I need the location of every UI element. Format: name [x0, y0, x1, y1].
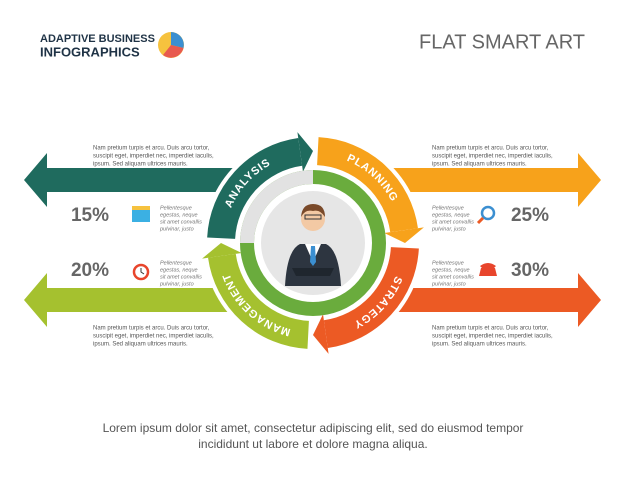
description-line: ipsum. Sed aliquam ultrices mauris.	[93, 342, 188, 348]
arrow	[306, 153, 601, 207]
person-arms	[292, 268, 334, 276]
arrow	[306, 273, 601, 327]
note-line: egestas, neque	[160, 212, 198, 218]
note-line: Pellentesque	[432, 260, 464, 266]
ring-arrowhead	[384, 227, 424, 243]
description-line: suscipit eget, imperdiet nec, imperdiet …	[93, 154, 214, 160]
percent: 15%	[71, 205, 109, 226]
description-line: suscipit eget, imperdiet nec, imperdiet …	[432, 334, 553, 340]
description-line: Nam pretium turpis et arcu. Duis arcu to…	[93, 146, 210, 152]
description-line: Nam pretium turpis et arcu. Duis arcu to…	[93, 326, 210, 332]
icon-phone	[479, 263, 497, 276]
brand-line: ADAPTIVE BUSINESS	[40, 33, 155, 45]
person-glasses	[304, 214, 322, 220]
percent: 25%	[511, 205, 549, 226]
icon-calendar	[132, 209, 150, 222]
note-line: sit amet convallis	[160, 219, 202, 225]
ring-arrowhead	[202, 243, 242, 259]
description-line: ipsum. Sed aliquam ultrices mauris.	[432, 342, 527, 348]
note-line: egestas, neque	[160, 267, 198, 273]
icon-magnifier	[480, 205, 496, 221]
description-line: Nam pretium turpis et arcu. Duis arcu to…	[432, 146, 549, 152]
note-line: pulvinar, justo	[431, 281, 466, 287]
description-line: ipsum. Sed aliquam ultrices mauris.	[432, 162, 527, 168]
ring-segment	[316, 137, 418, 233]
note-line: pulvinar, justo	[431, 226, 466, 232]
percent: 20%	[71, 260, 109, 281]
ring-segment	[323, 246, 419, 348]
icon-magnifier-handle	[476, 216, 485, 225]
arrow	[24, 153, 320, 207]
brand-line: INFOGRAPHICS	[40, 44, 140, 59]
note-line: egestas, neque	[432, 267, 470, 273]
ring-segment	[208, 253, 310, 349]
description-line: ipsum. Sed aliquam ultrices mauris.	[93, 162, 188, 168]
description-line: Nam pretium turpis et arcu. Duis arcu to…	[432, 326, 549, 332]
icon-clock-hands	[140, 268, 145, 275]
note-line: Pellentesque	[160, 205, 192, 211]
description-line: suscipit eget, imperdiet nec, imperdiet …	[93, 334, 214, 340]
brand-icon	[158, 32, 184, 58]
percent: 30%	[511, 260, 549, 281]
person-tie	[310, 246, 316, 266]
note-line: egestas, neque	[432, 212, 470, 218]
note-line: pulvinar, justo	[159, 226, 194, 232]
footer-line: Lorem ipsum dolor sit amet, consectetur …	[103, 421, 524, 435]
description-line: suscipit eget, imperdiet nec, imperdiet …	[432, 154, 553, 160]
note-line: sit amet convallis	[432, 219, 474, 225]
note-line: sit amet convallis	[432, 274, 474, 280]
arrow	[24, 273, 320, 327]
donut-gray	[240, 170, 314, 244]
note-line: sit amet convallis	[160, 274, 202, 280]
page-title: FLAT SMART ART	[419, 31, 585, 53]
ring-arrowhead	[313, 314, 329, 354]
person-hair	[301, 204, 325, 217]
note-line: pulvinar, justo	[159, 281, 194, 287]
note-line: Pellentesque	[432, 205, 464, 211]
footer-line: incididunt ut labore et dolore magna ali…	[198, 437, 428, 451]
note-line: Pellentesque	[160, 260, 192, 266]
icon-calendar-top	[132, 206, 150, 210]
ring-segment	[207, 138, 303, 240]
ring-arrowhead	[297, 132, 313, 172]
